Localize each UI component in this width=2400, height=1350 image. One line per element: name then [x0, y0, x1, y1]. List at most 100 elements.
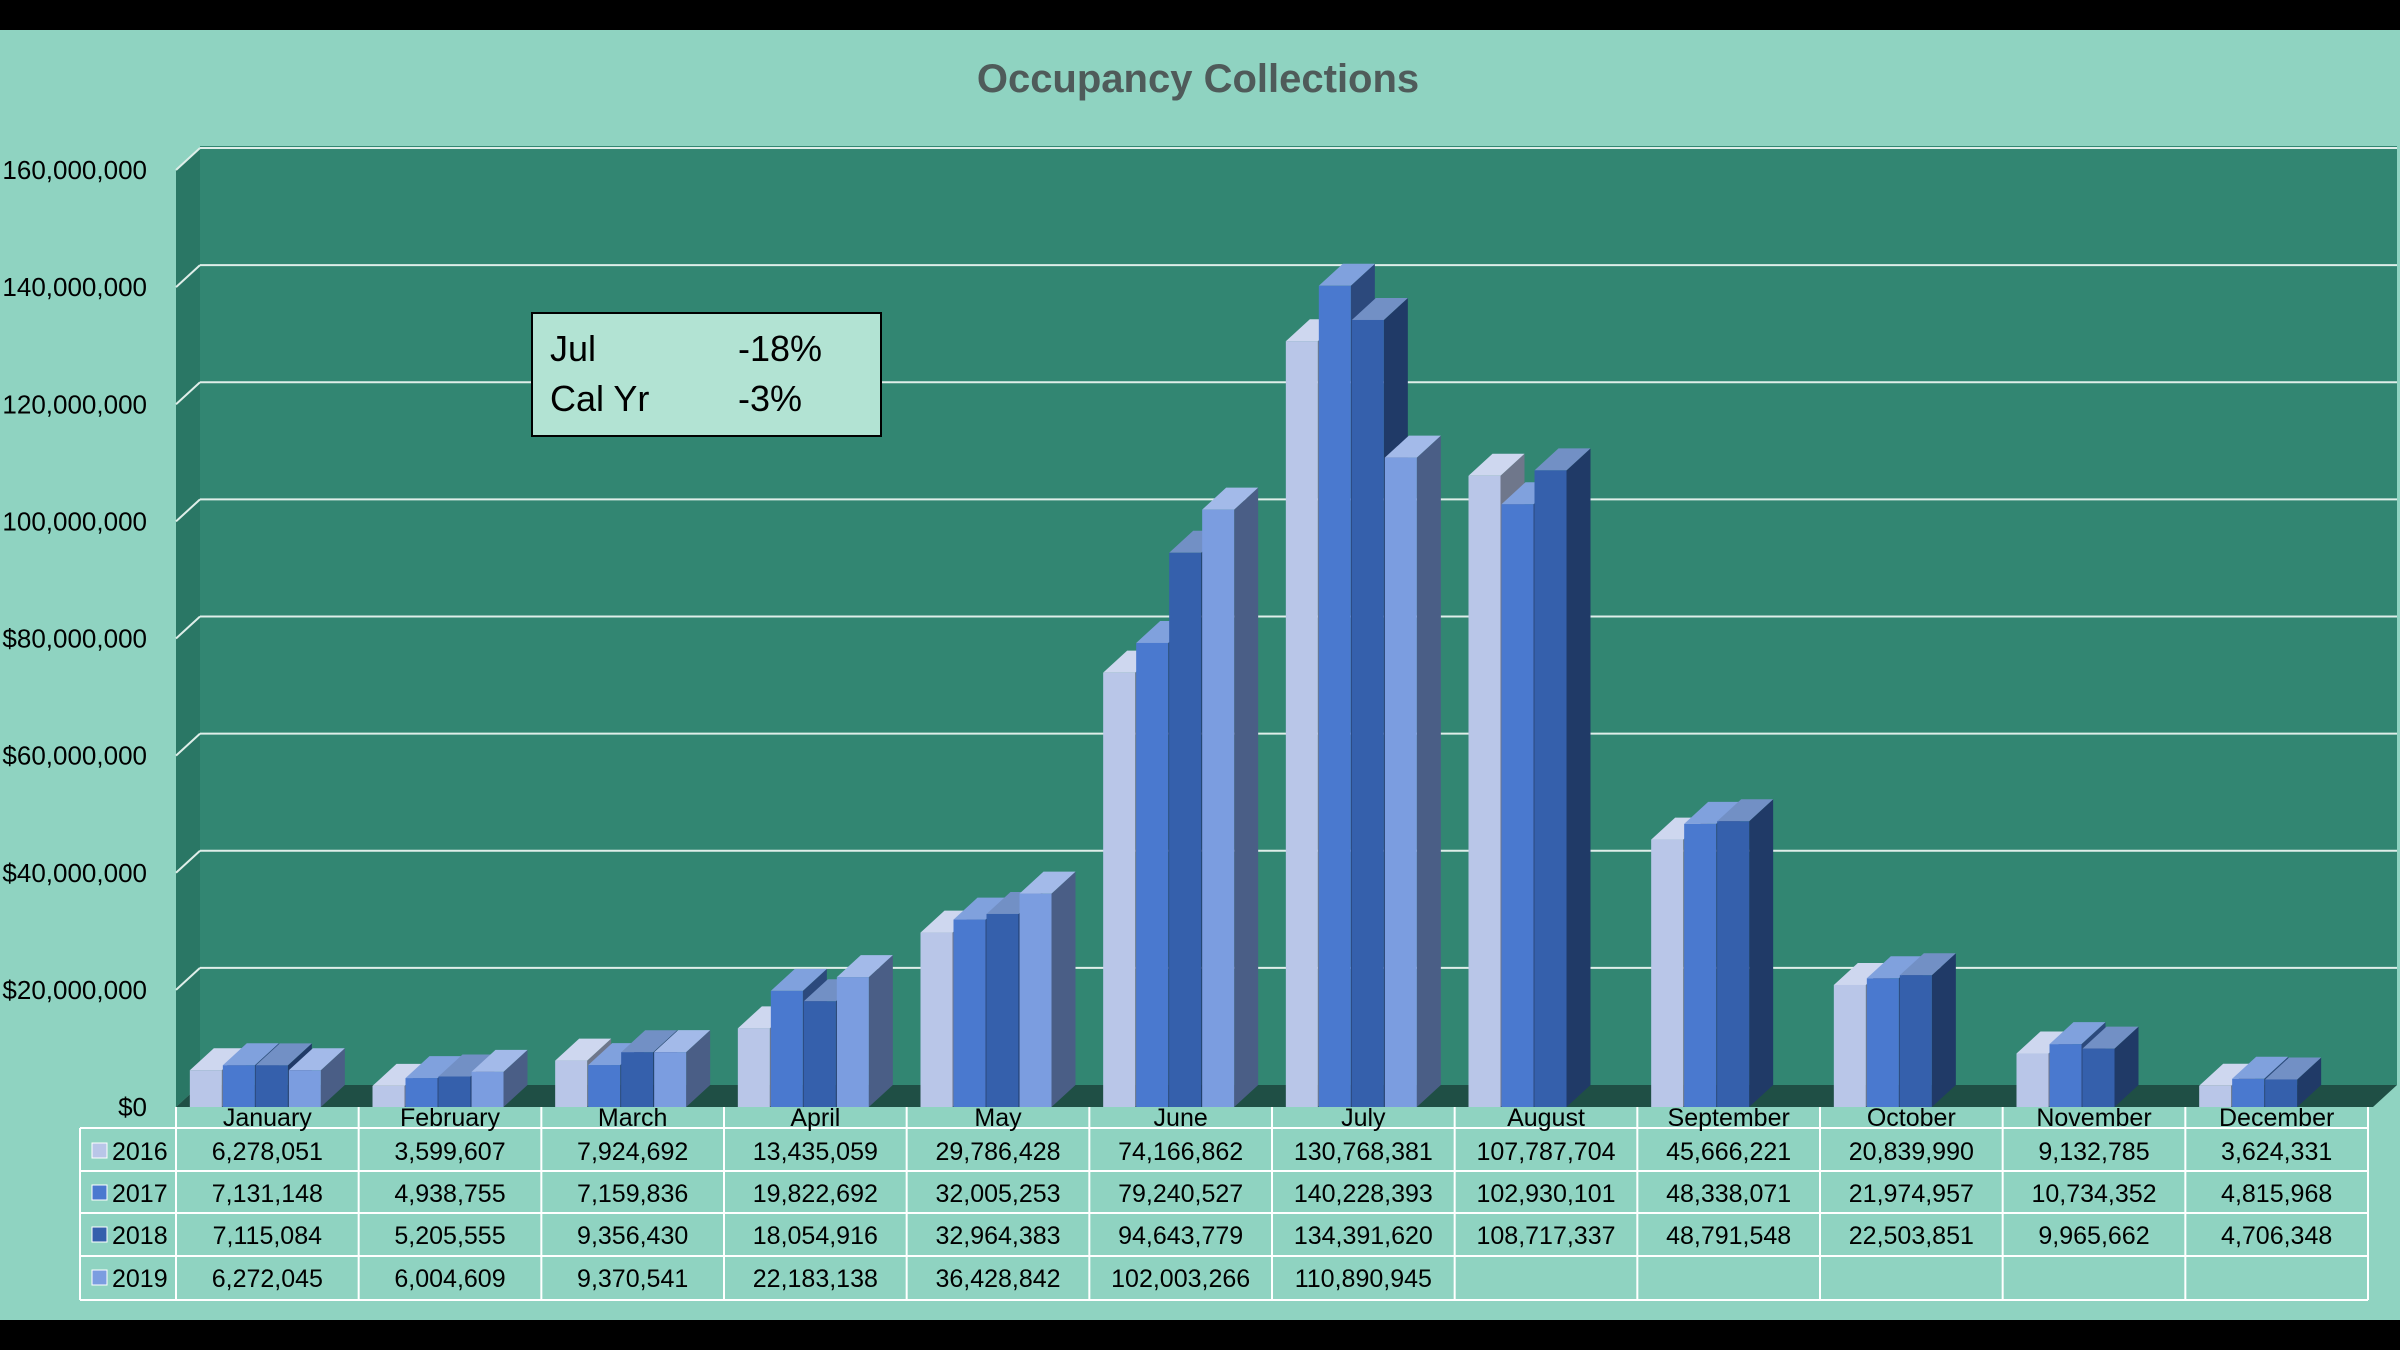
data-label: 9,370,541 — [577, 1265, 688, 1293]
bar — [770, 990, 803, 1107]
bar-top — [288, 1048, 345, 1071]
data-label: 9,132,785 — [2038, 1138, 2149, 1166]
bar — [1684, 823, 1717, 1107]
gridline-side — [175, 615, 201, 640]
bar-top — [2199, 1063, 2256, 1086]
bar — [953, 919, 986, 1107]
data-label: 29,786,428 — [935, 1138, 1060, 1166]
bar-top — [2049, 1022, 2106, 1045]
bar — [1019, 893, 1052, 1107]
data-label: 45,666,221 — [1666, 1138, 1791, 1166]
data-label: 48,338,071 — [1666, 1180, 1791, 1208]
data-label: 130,768,381 — [1294, 1138, 1433, 1166]
data-label: 7,131,148 — [212, 1180, 323, 1208]
bar — [588, 1065, 621, 1107]
bar — [1468, 475, 1501, 1107]
data-label: 20,839,990 — [1849, 1138, 1974, 1166]
x-tick-label: December — [2219, 1104, 2334, 1132]
bar-top — [222, 1043, 279, 1066]
bar-top — [953, 897, 1010, 920]
bar — [2232, 1078, 2265, 1107]
annotation-value: -18% — [738, 328, 822, 369]
x-tick-label: October — [1867, 1104, 1956, 1132]
bar — [555, 1060, 588, 1107]
bar-side — [1051, 871, 1076, 1107]
data-label: 32,964,383 — [935, 1222, 1060, 1250]
data-label: 48,791,548 — [1666, 1222, 1791, 1250]
bar — [189, 1070, 222, 1107]
bar — [737, 1028, 770, 1107]
bar-top — [654, 1030, 711, 1053]
chart-stage: Occupancy Collections $0 $20,000,000 $40,0… — [0, 30, 2400, 1320]
bar — [803, 1001, 836, 1107]
bar — [920, 932, 953, 1107]
bar-top — [372, 1063, 429, 1086]
data-label: 4,938,755 — [394, 1180, 505, 1208]
annotation-label: Cal Yr — [550, 378, 649, 419]
bar-top — [1833, 962, 1890, 985]
bar — [2049, 1044, 2082, 1107]
bar — [2082, 1048, 2115, 1107]
data-label: 6,004,609 — [394, 1265, 505, 1293]
bar-top — [189, 1048, 246, 1071]
bar — [1717, 821, 1750, 1107]
gridline-side — [175, 732, 201, 757]
data-label: 107,787,704 — [1476, 1138, 1615, 1166]
bar — [1351, 319, 1384, 1107]
data-label: 3,624,331 — [2221, 1138, 2332, 1166]
bar-side — [1931, 953, 1956, 1107]
bar — [1899, 975, 1932, 1107]
data-label: 102,930,101 — [1476, 1180, 1615, 1208]
annotation-value: -3% — [738, 378, 802, 419]
bar — [1169, 552, 1202, 1107]
data-label: 6,272,045 — [212, 1265, 323, 1293]
data-label: 3,599,607 — [394, 1138, 505, 1166]
bar-top — [2082, 1026, 2139, 1049]
data-label: 6,278,051 — [212, 1138, 323, 1166]
y-tick-label: 160,000,000 — [2, 155, 147, 185]
bar-top — [1866, 956, 1923, 979]
data-label: 32,005,253 — [935, 1180, 1060, 1208]
data-label: 7,115,084 — [213, 1222, 322, 1250]
x-tick-label: July — [1341, 1104, 1386, 1132]
bar-top — [1899, 953, 1956, 976]
bar-top — [1351, 297, 1408, 320]
data-table: January February March April May June July Augu… — [79, 1104, 2369, 1301]
data-label: 102,003,266 — [1111, 1265, 1250, 1293]
gridline-side — [175, 967, 201, 991]
chart-title: Occupancy Collections — [977, 57, 1419, 101]
bar — [1285, 341, 1318, 1107]
data-label: 19,822,692 — [753, 1180, 878, 1208]
x-tick-label: May — [974, 1104, 1022, 1132]
bar-top — [770, 968, 827, 991]
bar — [2199, 1085, 2232, 1107]
bar-top — [1384, 435, 1441, 458]
bar — [288, 1070, 321, 1107]
data-label: 10,734,352 — [2031, 1180, 2156, 1208]
data-label: 4,815,968 — [2221, 1180, 2332, 1208]
y-tick-label: $40,000,000 — [2, 858, 147, 888]
data-label: 79,240,527 — [1118, 1180, 1243, 1208]
y-tick-label: $80,000,000 — [2, 624, 147, 654]
legend-swatch — [91, 1269, 108, 1286]
data-label: 18,054,916 — [753, 1222, 878, 1250]
bar-side — [1234, 487, 1259, 1107]
bar — [1136, 642, 1169, 1107]
bar — [986, 913, 1019, 1107]
bar-top — [1684, 801, 1741, 824]
bar — [1103, 672, 1136, 1107]
x-tick-label: February — [400, 1104, 501, 1132]
bar-top — [1318, 263, 1375, 286]
x-tick-label: March — [598, 1104, 667, 1132]
bar — [1534, 470, 1567, 1107]
data-label: 9,965,662 — [2038, 1222, 2149, 1250]
y-tick-label: 140,000,000 — [2, 272, 147, 302]
bar — [1651, 839, 1684, 1107]
chart-svg: Occupancy Collections $0 $20,000,000 $40,0… — [2, 57, 2397, 1301]
legend-swatch — [91, 1142, 108, 1159]
bar-side — [686, 1030, 711, 1107]
bar-top — [471, 1049, 528, 1072]
legend-label: 2018 — [112, 1222, 168, 1250]
y-axis: $0 $20,000,000 $40,000,000 $60,000,000 $80,0… — [2, 155, 147, 1122]
x-tick-label: January — [223, 1104, 312, 1132]
